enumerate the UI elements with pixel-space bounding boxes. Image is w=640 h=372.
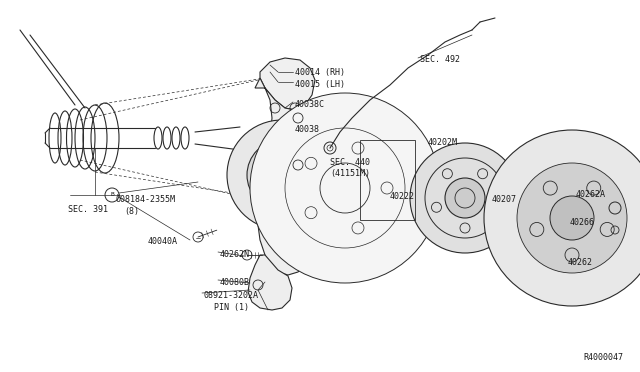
Circle shape — [445, 178, 485, 218]
Circle shape — [227, 120, 337, 230]
Text: 40038C: 40038C — [295, 100, 325, 109]
Text: B: B — [110, 192, 114, 198]
Circle shape — [247, 140, 317, 210]
Polygon shape — [260, 58, 315, 110]
Circle shape — [550, 196, 594, 240]
Circle shape — [517, 163, 627, 273]
Text: 40038: 40038 — [295, 125, 320, 134]
Polygon shape — [248, 255, 292, 310]
Circle shape — [250, 93, 440, 283]
Text: 40014 (RH): 40014 (RH) — [295, 68, 345, 77]
Circle shape — [410, 143, 520, 253]
Text: Ö08184-2355M: Ö08184-2355M — [116, 195, 176, 204]
Text: 40080B: 40080B — [220, 278, 250, 287]
Text: 40015 (LH): 40015 (LH) — [295, 80, 345, 89]
Text: (8): (8) — [124, 207, 139, 216]
Text: 40222: 40222 — [390, 192, 415, 201]
Text: 40262A: 40262A — [576, 190, 606, 199]
Text: 40040A: 40040A — [148, 237, 178, 246]
Polygon shape — [255, 78, 310, 275]
Text: 40262: 40262 — [568, 258, 593, 267]
Circle shape — [484, 130, 640, 306]
Text: (41151M): (41151M) — [330, 169, 370, 178]
Text: PIN (1): PIN (1) — [214, 303, 249, 312]
Text: SEC. 440: SEC. 440 — [330, 158, 370, 167]
Text: 40202M: 40202M — [428, 138, 458, 147]
Text: SEC. 492: SEC. 492 — [420, 55, 460, 64]
Text: 40266: 40266 — [570, 218, 595, 227]
Text: 40207: 40207 — [492, 195, 517, 204]
Text: 40262N: 40262N — [220, 250, 250, 259]
Text: SEC. 391: SEC. 391 — [68, 205, 108, 214]
Text: 08921-3202A: 08921-3202A — [204, 291, 259, 300]
Text: R4000047: R4000047 — [583, 353, 623, 362]
